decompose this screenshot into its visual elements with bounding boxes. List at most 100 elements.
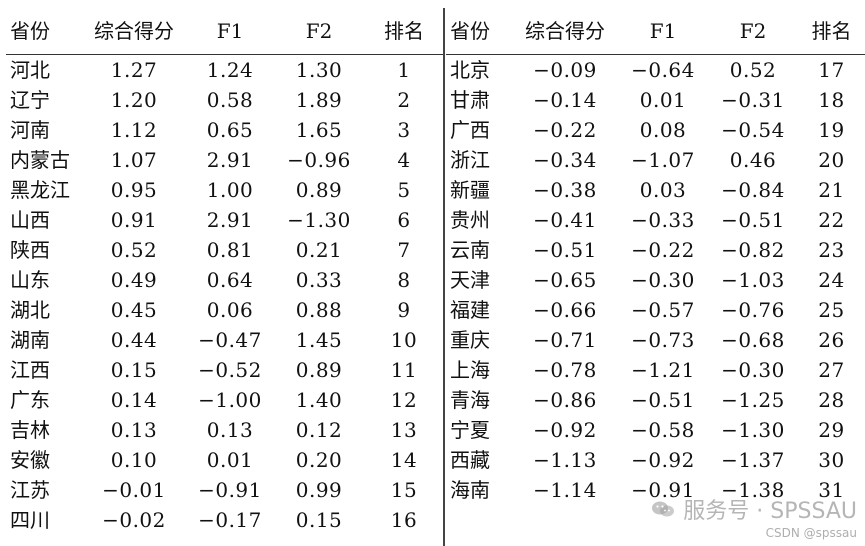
cell-rank: 9 [397,298,411,322]
cell-rank: 30 [818,448,845,472]
cell-rank: 1 [397,58,411,82]
table-row: 重庆 −0.71 −0.73 −0.68 26 [446,325,865,355]
cell-f2: 0.89 [295,178,343,202]
cell-f1: 0.01 [206,448,254,472]
ranking-table-left-body: 河北 1.27 1.24 1.30 1 辽宁 1.20 0.58 1.89 2 河南 1.12 0.65… [6,55,444,536]
cell-province: 辽宁 [10,88,50,112]
header-province: 省份 [446,8,512,55]
cell-rank: 7 [397,238,411,262]
cell-f1: −0.92 [631,448,695,472]
cell-province: 陕西 [10,238,50,262]
cell-score: 0.52 [110,238,158,262]
cell-rank: 31 [818,478,845,502]
cell-score: −0.14 [533,88,597,112]
cell-province: 福建 [450,298,490,322]
cell-rank: 19 [818,118,845,142]
table-row: 内蒙古 1.07 2.91 −0.96 4 [6,145,444,175]
cell-score: 0.95 [110,178,158,202]
cell-rank: 20 [818,148,845,172]
cell-f1: −1.00 [198,388,262,412]
cell-f1: 0.03 [639,178,687,202]
cell-score: −0.34 [533,148,597,172]
cell-f2: −0.82 [721,238,785,262]
cell-score: 1.07 [110,148,158,172]
cell-province: 内蒙古 [10,148,70,172]
cell-score: −0.92 [533,418,597,442]
cell-f1: 0.58 [206,88,254,112]
cell-province: 安徽 [10,448,50,472]
cell-rank: 24 [818,268,845,292]
table-row: 山西 0.91 2.91 −1.30 6 [6,205,444,235]
cell-f2: 0.21 [295,238,343,262]
cell-rank: 15 [390,478,418,502]
cell-f1: −0.91 [631,478,695,502]
cell-f1: 0.08 [639,118,687,142]
cell-f2: 1.89 [295,88,343,112]
table-header-row: 省份 综合得分 F1 F2 排名 [446,8,865,55]
cell-score: 0.44 [110,328,158,352]
cell-f1: 0.01 [639,88,687,112]
cell-province: 重庆 [450,328,490,352]
cell-province: 云南 [450,238,490,262]
cell-rank: 17 [818,58,845,82]
cell-province: 山西 [10,208,50,232]
cell-province: 贵州 [450,208,490,232]
table-row: 新疆 −0.38 0.03 −0.84 21 [446,175,865,205]
cell-f1: −0.22 [631,238,695,262]
cell-score: 1.12 [110,118,158,142]
header-score: 综合得分 [512,8,618,55]
ranking-table-right: 省份 综合得分 F1 F2 排名 北京 −0.09 −0.64 0.52 17 甘肃 −0.… [446,8,865,505]
cell-f2: −0.76 [721,298,785,322]
cell-f2: −0.31 [721,88,785,112]
table-row: 广东 0.14 −1.00 1.40 12 [6,385,444,415]
table-row: 安徽 0.10 0.01 0.20 14 [6,445,444,475]
table-row: 湖北 0.45 0.06 0.88 9 [6,295,444,325]
cell-f1: −0.57 [631,298,695,322]
cell-f2: 0.12 [295,418,343,442]
table-row: 西藏 −1.13 −0.92 −1.37 30 [446,445,865,475]
cell-rank: 4 [397,148,411,172]
cell-f2: −0.68 [721,328,785,352]
cell-province: 青海 [450,388,490,412]
cell-province: 海南 [450,478,490,502]
cell-province: 西藏 [450,448,490,472]
cell-score: 0.13 [110,418,158,442]
cell-score: −0.41 [533,208,597,232]
cell-score: 0.45 [110,298,158,322]
table-row: 福建 −0.66 −0.57 −0.76 25 [446,295,865,325]
cell-rank: 16 [390,508,418,532]
cell-f1: −1.21 [631,358,695,382]
table-row: 河南 1.12 0.65 1.65 3 [6,115,444,145]
cell-f2: 1.40 [295,388,343,412]
header-rank: 排名 [798,8,865,55]
cell-score: 0.91 [110,208,158,232]
table-row: 吉林 0.13 0.13 0.12 13 [6,415,444,445]
table-row: 四川 −0.02 −0.17 0.15 16 [6,505,444,535]
cell-f2: 0.33 [295,268,343,292]
cell-rank: 10 [390,328,418,352]
cell-f2: 0.15 [295,508,343,532]
ranking-table-left: 省份 综合得分 F1 F2 排名 河北 1.27 1.24 1.30 1 辽宁 1.20 0.… [6,8,444,535]
cell-f1: 0.64 [206,268,254,292]
cell-province: 宁夏 [450,418,490,442]
cell-score: −0.01 [102,478,166,502]
cell-f1: −0.91 [198,478,262,502]
table-row: 山东 0.49 0.64 0.33 8 [6,265,444,295]
cell-f2: −0.96 [287,148,351,172]
cell-f1: 0.81 [206,238,254,262]
cell-f2: 1.30 [295,58,343,82]
cell-f2: 0.20 [295,448,343,472]
cell-f1: −0.64 [631,58,695,82]
cell-f2: −1.37 [721,448,785,472]
cell-f1: −0.47 [198,328,262,352]
cell-rank: 29 [818,418,845,442]
cell-rank: 23 [818,238,845,262]
cell-f2: −1.03 [721,268,785,292]
cell-score: −0.22 [533,118,597,142]
cell-province: 湖北 [10,298,50,322]
cell-rank: 14 [390,448,418,472]
table-row: 海南 −1.14 −0.91 −1.38 31 [446,475,865,505]
table-divider [443,8,445,546]
cell-f2: 0.89 [295,358,343,382]
table-row: 江苏 −0.01 −0.91 0.99 15 [6,475,444,505]
